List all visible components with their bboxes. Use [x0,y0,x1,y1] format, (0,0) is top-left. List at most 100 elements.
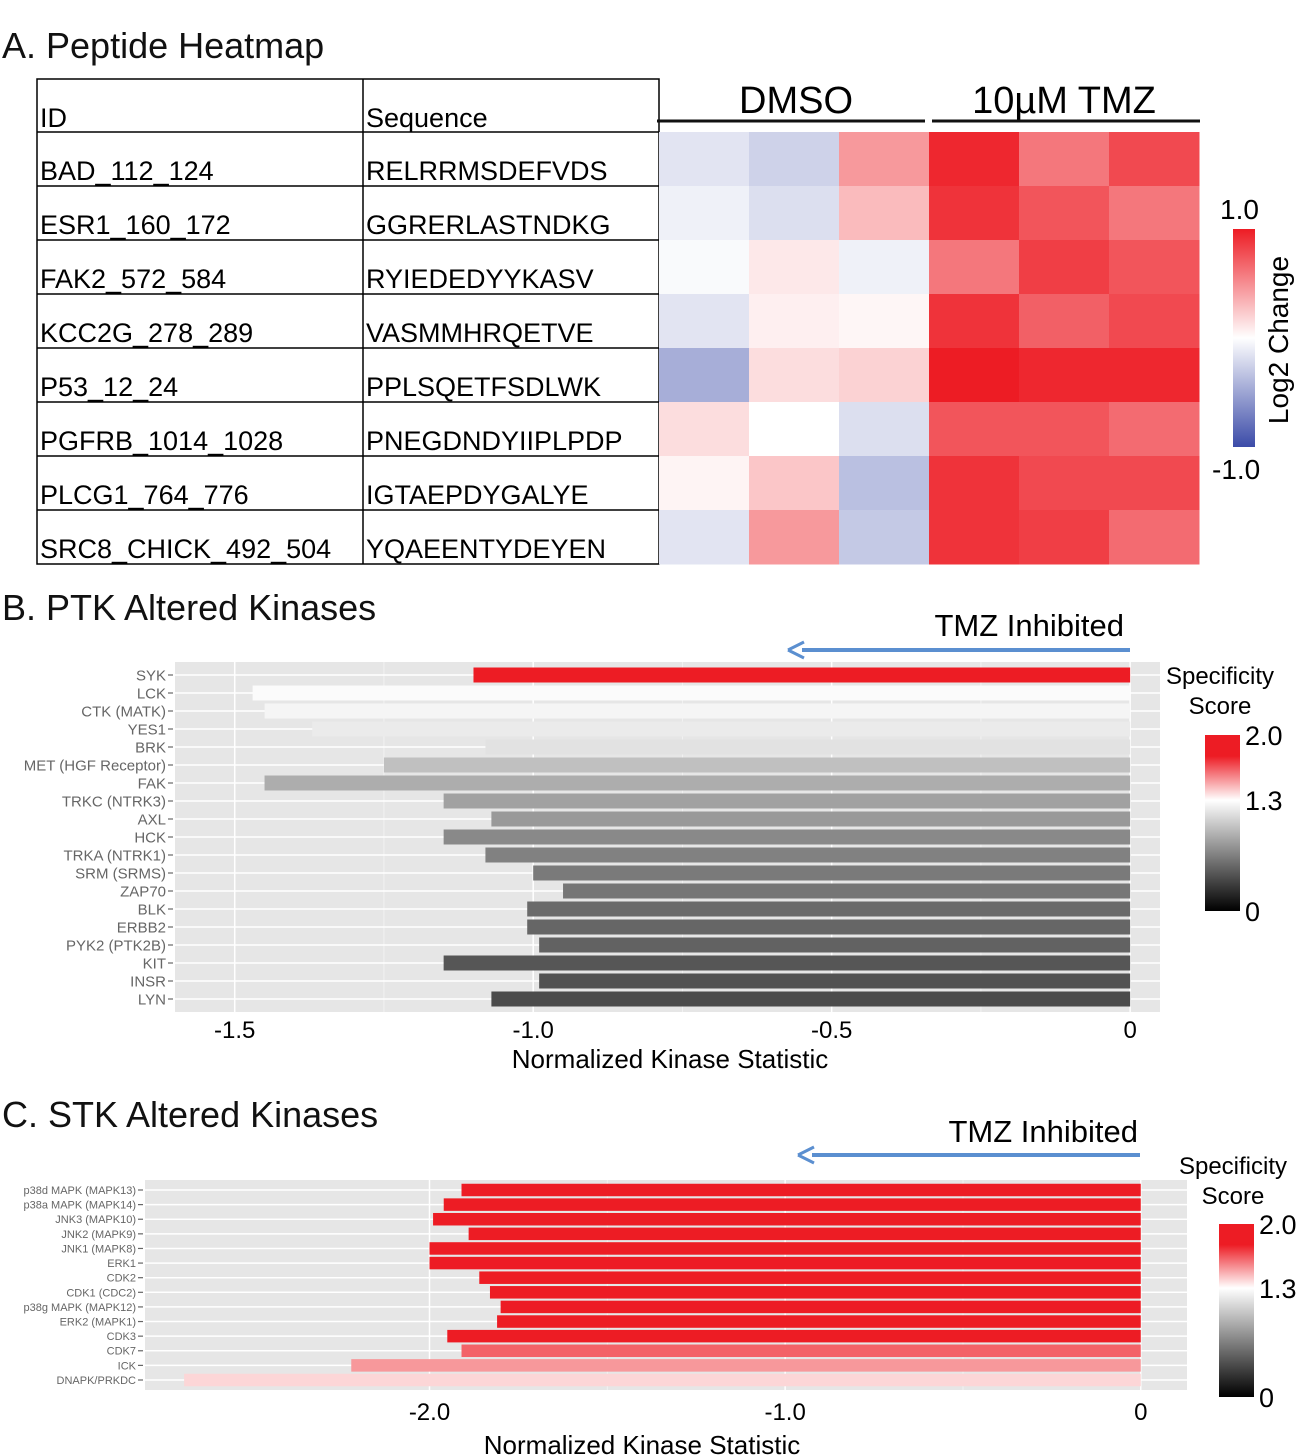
stk-kinase-chart: C. STK Altered Kinases TMZ Inhibited -2.0 -… [2,1094,1296,1456]
kinase-label: INSR [130,973,166,990]
legend-label: 1.3 [1259,1274,1296,1304]
kinase-label: JNK2 (MAPK9) [61,1229,136,1241]
kinase-label: ERBB2 [117,919,166,936]
peptide-sequence: PNEGDNDYIIPLPDP [366,426,623,456]
peptide-sequence: YQAEENTYDEYEN [366,534,606,564]
heatmap-cell [1109,294,1200,349]
kinase-label: ERK2 (MAPK1) [60,1316,136,1328]
kinase-label: CTK (MATK) [81,703,166,720]
heatmap-cell [659,402,750,457]
colorbar-min-label: -1.0 [1212,454,1260,485]
arrow-left-icon [787,640,805,660]
bar [539,937,1131,953]
kinase-label: AXL [138,811,166,828]
bar [491,811,1131,827]
heatmap-cell [1109,402,1200,457]
heatmap-cell [839,456,930,511]
log2-colorbar [1233,229,1255,447]
heatmap-cell [839,132,930,187]
header-id: ID [40,103,67,133]
kinase-label: ZAP70 [120,883,166,900]
bar [383,757,1131,773]
kinase-label: JNK3 (MAPK10) [55,1214,136,1226]
heatmap-cell [659,510,750,565]
peptide-sequence: PPLSQETFSDLWK [366,372,601,402]
heatmap-cell [929,132,1020,187]
peptide-id: PLCG1_764_776 [40,480,249,510]
heatmap-cell [1019,402,1110,457]
peptide-id: ESR1_160_172 [40,210,231,240]
x-tick-label: -2.0 [409,1399,450,1426]
peptide-heatmap: A. Peptide Heatmap ID Sequence BAD_112_124 R… [2,25,1294,565]
kinase-label: CDK3 [107,1331,136,1343]
kinase-label: CDK2 [107,1273,136,1285]
kinase-label: MET (HGF Receptor) [24,757,166,774]
heatmap-cell [1109,132,1200,187]
peptide-sequence: RYIEDEDYYKASV [366,264,594,294]
heatmap-cell [749,132,840,187]
x-tick-label: -1.0 [764,1399,805,1426]
kinase-label: p38g MAPK (MAPK12) [24,1302,137,1314]
specificity-colorbar [1205,735,1240,911]
bar [429,1242,1141,1255]
tmz-inhibited-label: TMZ Inhibited [948,1114,1138,1149]
kinase-label: PYK2 (PTK2B) [66,937,166,954]
header-sequence: Sequence [366,103,488,133]
bar [500,1300,1141,1314]
x-axis-title: Normalized Kinase Statistic [484,1430,800,1456]
heatmap-cell [1019,510,1110,565]
heatmap-cell [839,510,930,565]
bar [264,775,1131,791]
bar [461,1344,1141,1358]
bar [433,1212,1141,1226]
heatmap-cell [749,510,840,565]
kinase-label: ICK [118,1360,137,1372]
heatmap-cell [839,186,930,241]
kinase-label: CDK7 [107,1346,136,1358]
legend-label: 0 [1259,1383,1274,1413]
heatmap-cell [839,240,930,295]
heatmap-cell [749,456,840,511]
heatmap-cell [1109,456,1200,511]
kinase-label: p38d MAPK (MAPK13) [24,1185,137,1197]
ptk-kinase-chart: B. PTK Altered Kinases TMZ Inhibited -1.5 -… [2,587,1283,1074]
heatmap-cell [659,294,750,349]
bar [443,829,1131,845]
peptide-id: PGFRB_1014_1028 [40,426,283,456]
specificity-colorbar [1219,1224,1254,1397]
peptide-id: FAK2_572_584 [40,264,226,294]
heatmap-cell [929,402,1020,457]
bar [539,973,1131,989]
kinase-label: LCK [137,685,166,702]
peptide-id: KCC2G_278_289 [40,318,253,348]
peptide-sequence: VASMMHRQETVE [366,318,594,348]
bar [533,865,1131,881]
legend-title-line1: Specificity [1166,663,1274,690]
bar [443,955,1131,971]
heatmap-cell [749,402,840,457]
bar [491,991,1131,1007]
kinase-label: JNK1 (MAPK8) [61,1243,136,1255]
panel-title: B. PTK Altered Kinases [2,587,376,628]
heatmap-cell [1019,456,1110,511]
tmz-inhibited-label: TMZ Inhibited [934,608,1124,643]
heatmap-cell [929,348,1020,403]
heatmap-cell [659,348,750,403]
heatmap-cell [929,510,1020,565]
x-tick-label: 0 [1123,1017,1136,1044]
bar [485,739,1131,755]
heatmap-cell [1109,186,1200,241]
x-tick-label: 0 [1134,1399,1147,1426]
bar [468,1227,1141,1241]
kinase-label: CDK1 (CDC2) [66,1287,136,1299]
bar [563,883,1131,899]
heatmap-cell [749,348,840,403]
bar [443,1198,1141,1211]
heatmap-cell [1109,348,1200,403]
arrow-left-icon [797,1145,815,1165]
bar [527,919,1131,935]
colorbar-title: Log2 Change [1263,256,1294,424]
heatmap-cell [749,240,840,295]
heatmap-cell [1019,186,1110,241]
